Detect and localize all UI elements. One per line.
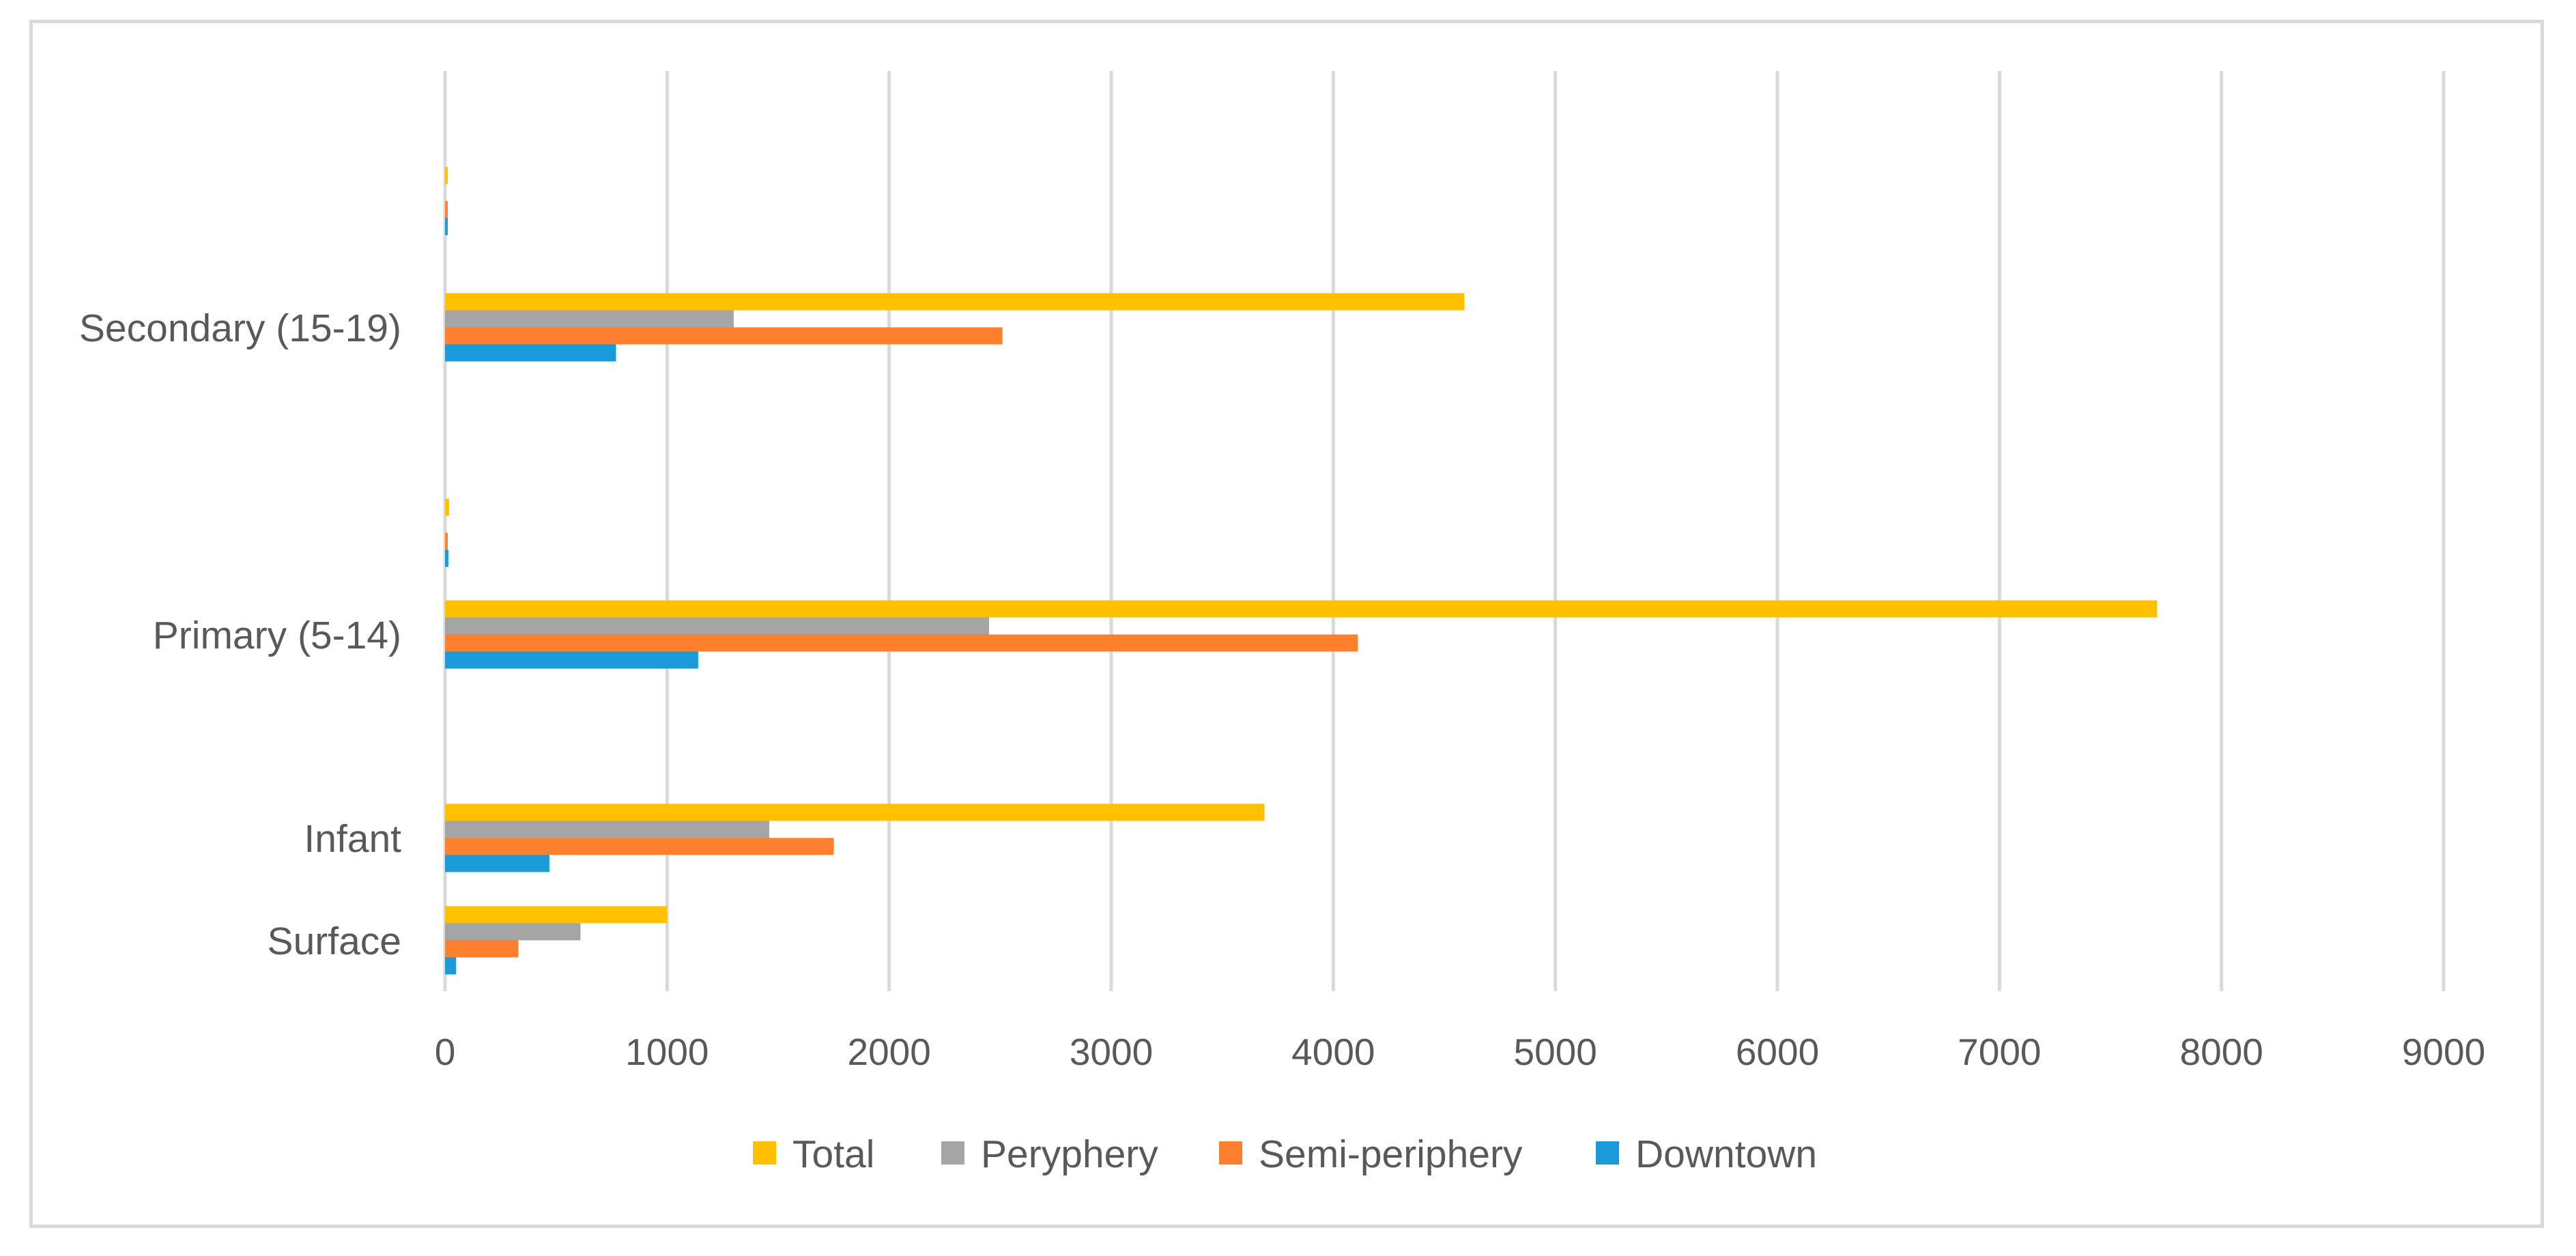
legend-label-semi-periphery: Semi-periphery <box>1259 1132 1523 1176</box>
bar-peryphery-secondary-15-19- <box>445 310 734 328</box>
bars <box>445 167 2158 975</box>
bar-downtown-primary-5-14- <box>445 651 698 669</box>
bar-total-secondary-15-19- <box>445 293 1465 311</box>
x-tick-label-2000: 2000 <box>847 1031 930 1073</box>
y-category-label: Secondary (15-19) <box>79 306 401 350</box>
legend-label-downtown: Downtown <box>1635 1132 1817 1176</box>
x-tick-label-3000: 3000 <box>1070 1031 1153 1073</box>
y-category-label: Surface <box>268 919 401 963</box>
legend-swatch-peryphery <box>941 1141 964 1165</box>
x-tick-label-9000: 9000 <box>2402 1031 2485 1073</box>
bar-downtown-unlabeled-6 <box>445 218 448 235</box>
bar-downtown-unlabeled-4 <box>445 550 448 567</box>
axes: 0 1000 2000 3000 4000 5000 6000 7000 8000 9000 Sur… <box>79 306 2485 1073</box>
x-tick-label-1000: 1000 <box>625 1031 709 1073</box>
bar-total-unlabeled-6 <box>445 167 448 184</box>
x-tick-label-5000: 5000 <box>1513 1031 1597 1073</box>
x-tick-label-4000: 4000 <box>1291 1031 1375 1073</box>
bar-downtown-secondary-15-19- <box>445 344 616 362</box>
bar-semi-periphery-surface <box>445 940 519 958</box>
legend-label-peryphery: Peryphery <box>981 1132 1158 1176</box>
legend-swatch-total <box>753 1141 776 1165</box>
bar-total-primary-5-14- <box>445 600 2158 618</box>
bar-total-surface <box>445 906 668 924</box>
legend-label-total: Total <box>792 1132 874 1176</box>
y-category-label: Primary (5-14) <box>153 614 401 657</box>
bar-downtown-surface <box>445 957 457 975</box>
y-category-label: Infant <box>304 817 401 861</box>
bar-semi-periphery-unlabeled-4 <box>445 532 448 550</box>
x-tick-label-8000: 8000 <box>2179 1031 2263 1073</box>
legend: Total Peryphery Semi-periphery Downtown <box>753 1132 1817 1176</box>
bar-total-unlabeled-4 <box>445 498 449 516</box>
bar-semi-periphery-unlabeled-6 <box>445 201 448 218</box>
bar-downtown-infant <box>445 855 549 872</box>
legend-swatch-semi-periphery <box>1219 1141 1242 1165</box>
x-tick-label-6000: 6000 <box>1736 1031 1819 1073</box>
bar-total-infant <box>445 803 1265 821</box>
bar-semi-periphery-secondary-15-19- <box>445 327 1003 345</box>
bar-peryphery-surface <box>445 923 581 941</box>
bar-semi-periphery-infant <box>445 838 834 855</box>
x-tick-label-7000: 7000 <box>1958 1031 2041 1073</box>
bar-peryphery-infant <box>445 820 769 838</box>
bar-semi-periphery-primary-5-14- <box>445 634 1358 652</box>
legend-swatch-downtown <box>1596 1141 1619 1165</box>
bar-peryphery-primary-5-14- <box>445 617 990 635</box>
x-tick-label-0: 0 <box>435 1031 456 1073</box>
